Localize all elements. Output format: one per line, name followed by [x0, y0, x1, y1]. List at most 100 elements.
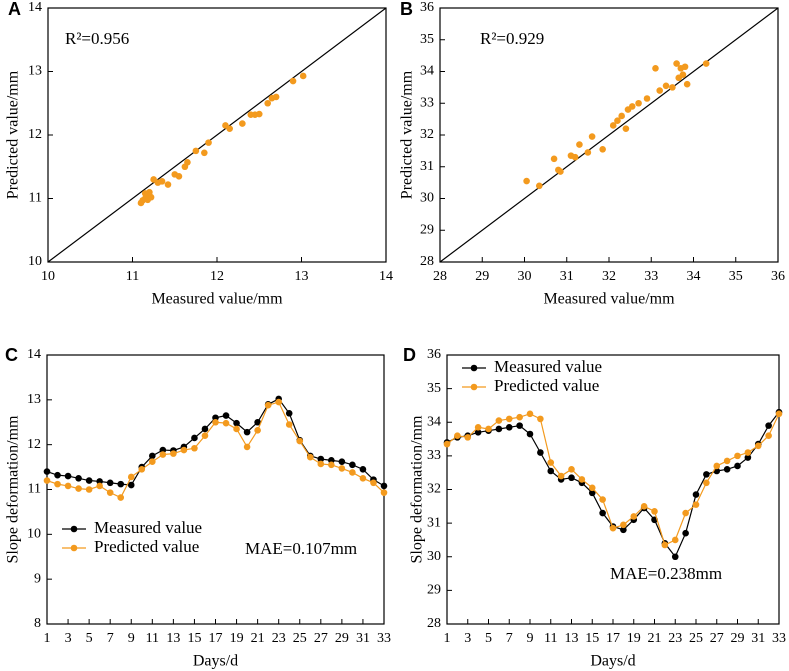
- x-tick-label: 27: [710, 631, 724, 646]
- point: [306, 453, 314, 461]
- point: [681, 63, 689, 71]
- legend-marker: [70, 525, 78, 533]
- point: [671, 553, 679, 561]
- panel-label: C: [5, 345, 18, 365]
- point: [588, 133, 596, 140]
- x-tick-label: 36: [771, 269, 785, 284]
- point: [744, 449, 752, 456]
- x-tick-label: 11: [126, 269, 139, 284]
- x-tick-label: 21: [648, 631, 662, 646]
- point: [703, 471, 710, 478]
- point: [505, 423, 513, 431]
- point: [495, 417, 503, 424]
- point: [54, 471, 61, 479]
- point: [222, 419, 230, 427]
- point: [557, 168, 564, 175]
- x-tick-label: 33: [772, 631, 786, 646]
- y-tick-label: 11: [28, 482, 41, 497]
- point: [296, 437, 304, 445]
- point: [264, 401, 272, 409]
- point: [622, 125, 630, 132]
- point: [299, 72, 307, 80]
- x-tick-label: 15: [585, 631, 599, 646]
- point: [175, 172, 183, 180]
- legend-marker: [470, 383, 478, 391]
- x-tick-label: 7: [506, 631, 513, 646]
- x-tick-label: 29: [731, 631, 745, 646]
- point: [516, 413, 523, 421]
- point: [723, 466, 731, 473]
- point: [212, 418, 219, 426]
- legend-label: Measured value: [94, 518, 202, 537]
- diagonal-line: [47, 7, 387, 263]
- x-tick-label: 11: [146, 631, 159, 646]
- x-axis-title: Measured value/mm: [543, 291, 675, 308]
- point: [744, 454, 752, 461]
- point: [599, 509, 606, 517]
- point: [588, 484, 596, 492]
- x-tick-label: 13: [166, 631, 180, 646]
- point: [149, 452, 156, 460]
- point: [775, 410, 783, 418]
- point: [692, 491, 700, 498]
- legend-label: Measured value: [494, 357, 602, 376]
- point: [146, 188, 153, 196]
- point: [443, 440, 451, 448]
- y-tick-label: 34: [420, 64, 434, 79]
- point: [138, 466, 146, 473]
- x-tick-label: 21: [251, 631, 265, 646]
- y-tick-label: 31: [427, 515, 441, 530]
- x-tick-label: 27: [314, 631, 328, 646]
- point: [679, 71, 687, 78]
- x-tick-label: 10: [41, 269, 55, 284]
- y-tick-label: 34: [427, 414, 441, 429]
- y-tick-label: 12: [28, 127, 42, 142]
- x-tick-label: 28: [433, 269, 447, 284]
- point: [380, 489, 388, 496]
- point: [526, 430, 534, 438]
- point: [609, 122, 617, 129]
- point: [576, 141, 583, 148]
- x-tick-label: 33: [644, 269, 658, 284]
- annotation: MAE=0.107mm: [245, 539, 357, 558]
- y-tick-label: 10: [28, 254, 42, 269]
- point: [359, 466, 367, 473]
- point: [535, 182, 543, 190]
- point: [349, 469, 356, 476]
- point: [723, 457, 731, 465]
- x-tick-label: 33: [377, 631, 391, 646]
- point: [692, 501, 700, 508]
- y-tick-label: 35: [420, 32, 434, 47]
- x-tick-label: 25: [689, 631, 703, 646]
- y-axis-title: Slope deformation/mm: [5, 415, 22, 564]
- x-axis-title: Days/d: [193, 653, 238, 670]
- y-tick-label: 13: [28, 64, 42, 79]
- point: [526, 410, 534, 418]
- point: [550, 155, 558, 163]
- point: [317, 455, 325, 463]
- point: [226, 125, 233, 132]
- point: [370, 479, 377, 487]
- point: [682, 509, 689, 517]
- x-tick-label: 13: [565, 631, 579, 646]
- x-tick-label: 31: [356, 631, 370, 646]
- legend-label: Predicted value: [94, 537, 199, 556]
- legend-marker: [70, 544, 78, 552]
- point: [454, 432, 461, 440]
- point: [557, 472, 565, 480]
- y-tick-label: 14: [27, 347, 41, 362]
- panel-label: D: [403, 345, 416, 365]
- point: [474, 423, 482, 431]
- y-tick-label: 35: [427, 381, 441, 396]
- point: [117, 494, 125, 501]
- point: [233, 419, 240, 427]
- x-tick-label: 3: [65, 631, 72, 646]
- point: [158, 178, 166, 185]
- point: [106, 479, 114, 487]
- point: [765, 432, 772, 440]
- point: [474, 429, 482, 436]
- point: [609, 524, 617, 532]
- point: [628, 103, 636, 110]
- point: [537, 449, 544, 456]
- y-tick-label: 28: [427, 616, 441, 631]
